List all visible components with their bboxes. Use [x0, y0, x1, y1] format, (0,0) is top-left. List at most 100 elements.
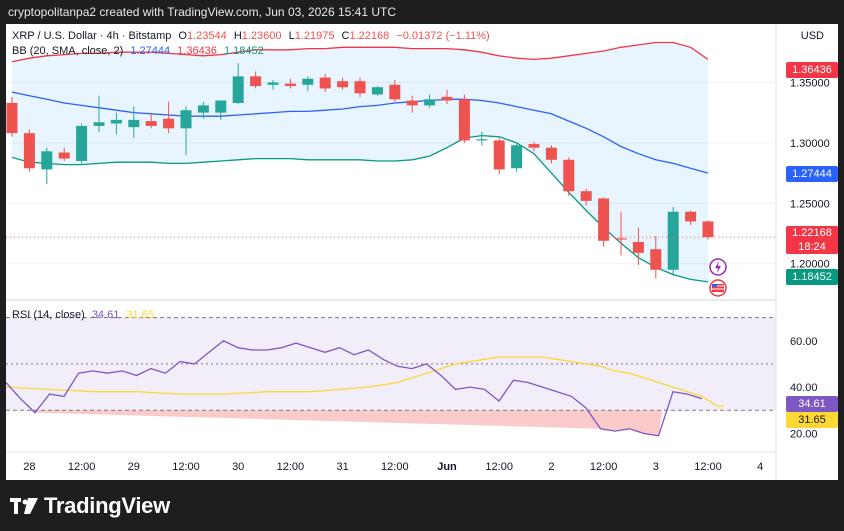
candle	[163, 101, 175, 134]
candle	[667, 206, 679, 276]
candle-body	[667, 211, 679, 270]
candle	[93, 95, 105, 132]
candle	[685, 210, 697, 226]
chart-svg[interactable]: 1.20000 1.25000 1.30000 1.35000 20.00 40.00 6…	[6, 24, 838, 480]
candle	[6, 96, 18, 137]
alert-icon[interactable]	[709, 258, 727, 276]
candle-body	[232, 76, 244, 103]
time-tick-label: 4	[757, 461, 763, 473]
candle	[580, 188, 592, 206]
candle-body	[337, 81, 349, 88]
candle	[406, 95, 418, 113]
candle-body	[163, 118, 175, 129]
flag-icon[interactable]	[709, 279, 727, 297]
candle	[702, 220, 714, 240]
candle	[354, 77, 366, 97]
candle-body	[371, 87, 383, 95]
candle	[180, 106, 192, 155]
header-text: cryptopolitanpa2 created with TradingVie…	[8, 5, 397, 19]
candle	[58, 147, 70, 161]
candle-body	[267, 82, 279, 85]
candle-body	[511, 145, 523, 169]
time-tick-label: 2	[548, 461, 554, 473]
candle-body	[476, 139, 488, 141]
rsi-axis-ticks: 20.00 40.00 60.00	[790, 336, 818, 441]
bollinger-fill	[12, 42, 708, 282]
time-tick-label: 30	[232, 461, 244, 473]
rsi-tick-label: 40.00	[790, 382, 818, 394]
candle-body	[93, 122, 105, 126]
candle	[215, 100, 227, 120]
candle	[319, 73, 331, 93]
rsi-tick-label: 60.00	[790, 336, 818, 348]
candle	[598, 197, 610, 247]
candle	[441, 89, 453, 105]
time-axis-ticks: 28 12:00 29 12:00 30 12:00 31 12:00 Jun 12:00 2 12:…	[23, 461, 763, 473]
candle-body	[145, 121, 157, 126]
candle-body	[23, 133, 35, 169]
candle-body	[110, 119, 122, 124]
candle-body	[284, 83, 296, 87]
candle	[302, 76, 314, 91]
candle	[615, 211, 627, 256]
candle-body	[702, 221, 714, 238]
candle-body	[580, 191, 592, 201]
candle-body	[354, 81, 366, 94]
candle	[250, 71, 262, 89]
candle-body	[180, 110, 192, 129]
candle	[528, 141, 540, 152]
footer: TradingView	[0, 480, 844, 531]
price-axis-ticks: 1.20000 1.25000 1.30000 1.35000	[790, 77, 830, 270]
candle	[23, 129, 35, 172]
candle-body	[598, 198, 610, 241]
time-tick-label: Jun	[437, 461, 457, 473]
price-tick-label: 1.25000	[790, 198, 830, 210]
candle	[128, 106, 140, 139]
candle-body	[215, 100, 227, 113]
candle	[424, 94, 436, 108]
time-tick-label: 12:00	[485, 461, 513, 473]
candles-group	[6, 63, 714, 279]
candle-body	[6, 102, 18, 134]
candle	[511, 142, 523, 172]
candle	[632, 227, 644, 265]
rsi-tick-label: 20.00	[790, 428, 818, 440]
candle-body	[406, 100, 418, 106]
candle-body	[41, 151, 53, 170]
time-tick-label: 28	[23, 461, 35, 473]
candle-body	[389, 84, 401, 100]
time-tick-label: 31	[336, 461, 348, 473]
candle	[110, 112, 122, 135]
candle	[145, 112, 157, 129]
time-tick-label: 12:00	[172, 461, 200, 473]
candle-body	[302, 78, 314, 85]
candle	[337, 77, 349, 90]
candle	[476, 131, 488, 146]
candle-body	[528, 144, 540, 148]
candle-body	[650, 249, 662, 270]
candle-body	[250, 76, 262, 87]
candle	[371, 86, 383, 96]
candle-body	[493, 140, 505, 170]
rsi-ma-line	[6, 356, 724, 408]
rsi-oversold-fill	[29, 410, 663, 436]
rsi-band-lines	[6, 317, 776, 411]
candle-body	[563, 159, 575, 192]
candle-body	[319, 77, 331, 89]
tradingview-wordmark: TradingView	[44, 492, 170, 518]
bollinger-lower-line	[11, 134, 709, 283]
time-tick-label: 29	[128, 461, 140, 473]
candle-body	[458, 99, 470, 141]
tradingview-logo[interactable]: TradingView	[10, 493, 170, 519]
price-tick-label: 1.30000	[790, 138, 830, 150]
candle-body	[441, 96, 453, 101]
candle-body	[632, 241, 644, 253]
candle	[545, 145, 557, 164]
candle-body	[128, 119, 140, 128]
candle-body	[76, 125, 88, 161]
candle	[267, 79, 279, 90]
price-tick-label: 1.20000	[790, 259, 830, 271]
candle-body	[424, 99, 436, 106]
time-tick-label: 3	[653, 461, 659, 473]
chart-area[interactable]	[6, 24, 838, 480]
